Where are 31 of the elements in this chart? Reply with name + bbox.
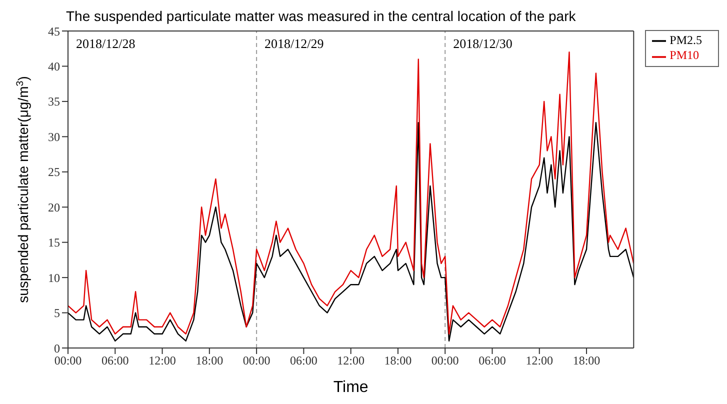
y-tick-label: 15: [48, 236, 60, 250]
x-tick-label: 00:00: [54, 354, 82, 368]
y-tick-label: 30: [48, 130, 60, 144]
x-tick-label: 00:00: [242, 354, 270, 368]
x-tick-label: 00:00: [431, 354, 459, 368]
x-axis-title: Time: [333, 379, 368, 396]
legend-label: PM10: [670, 48, 699, 62]
x-tick-label: 12:00: [148, 354, 176, 368]
x-tick-label: 18:00: [384, 354, 412, 368]
x-tick-label: 06:00: [478, 354, 506, 368]
x-tick-label: 06:00: [101, 354, 129, 368]
y-tick-label: 0: [54, 341, 60, 356]
line-series: [68, 122, 634, 342]
x-tick-label: 06:00: [290, 354, 318, 368]
y-tick-label: 20: [48, 200, 60, 214]
chart-title: The suspended particulate matter was measured in the central location of the park: [65, 8, 577, 26]
annotation: 2018/12/30: [453, 36, 512, 51]
y-tick-label: 45: [48, 24, 60, 38]
annotation: 2018/12/28: [76, 36, 136, 51]
y-tick-label: 40: [48, 59, 60, 74]
legend-label: PM2.5: [670, 33, 702, 47]
x-tick-label: 18:00: [196, 354, 224, 368]
y-tick-label: 35: [48, 94, 60, 109]
y-tick-label: 25: [48, 165, 60, 180]
annotation: 2018/12/29: [264, 36, 324, 51]
x-tick-label: 12:00: [526, 354, 554, 368]
x-tick-label: 12:00: [337, 354, 364, 368]
x-tick-label: 18:00: [572, 354, 600, 368]
y-tick-label: 10: [48, 270, 60, 285]
line-series: [68, 52, 634, 335]
y-tick-label: 5: [54, 306, 60, 320]
